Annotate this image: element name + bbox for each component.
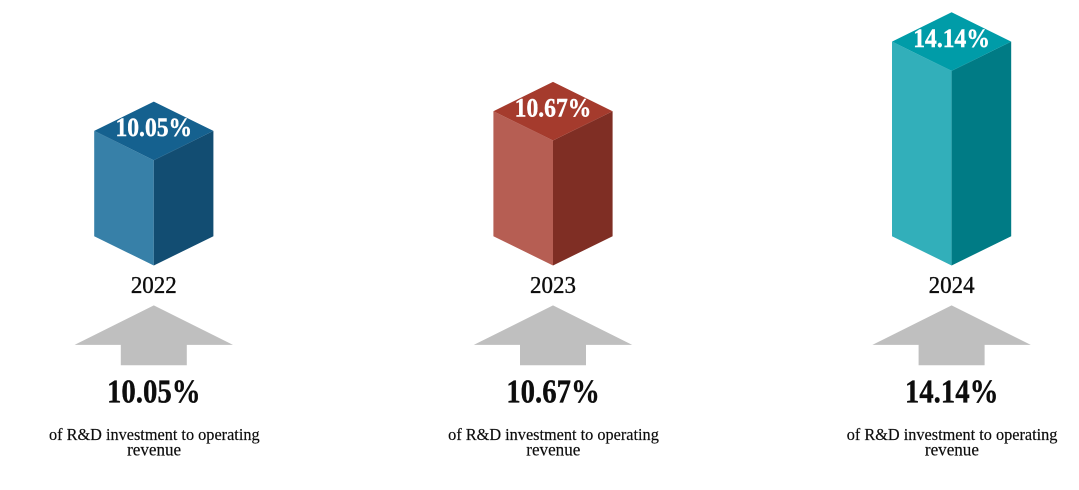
svg-text:revenue: revenue — [526, 439, 580, 460]
svg-text:10.67%: 10.67% — [515, 95, 592, 123]
svg-text:revenue: revenue — [127, 439, 181, 460]
svg-text:of R&D investment to operating: of R&D investment to operating — [49, 425, 260, 444]
svg-text:revenue: revenue — [925, 439, 979, 460]
svg-text:of R&D investment to operating: of R&D investment to operating — [448, 425, 659, 444]
svg-text:2023: 2023 — [530, 272, 576, 299]
svg-text:of R&D investment to operating: of R&D investment to operating — [847, 425, 1058, 444]
svg-text:14.14%: 14.14% — [905, 372, 999, 410]
svg-text:10.05%: 10.05% — [107, 372, 201, 410]
svg-text:10.67%: 10.67% — [506, 372, 600, 410]
svg-text:10.05%: 10.05% — [115, 114, 192, 142]
svg-text:14.14%: 14.14% — [913, 25, 990, 53]
svg-text:2024: 2024 — [929, 272, 975, 299]
svg-text:2022: 2022 — [131, 272, 177, 299]
